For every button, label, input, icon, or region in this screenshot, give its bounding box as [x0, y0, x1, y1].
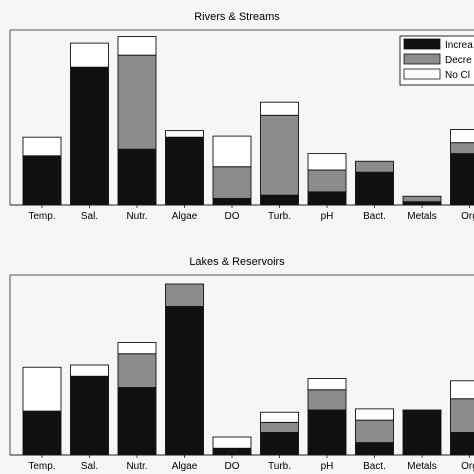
x-tick-label: Metals: [407, 211, 436, 222]
bar-bact-increa: [355, 171, 394, 206]
x-tick-label: Sal.: [81, 211, 98, 222]
bar-temp-increa: [22, 410, 62, 456]
bar-turb-increa: [260, 194, 299, 206]
x-tick-label: pH: [321, 211, 334, 222]
x-tick-label: Org: [461, 211, 474, 222]
legend-label: Decre: [445, 55, 472, 66]
bar-temp-increa: [22, 155, 62, 206]
bar-nutr-nocl: [117, 342, 157, 355]
x-tick-label: Turb.: [268, 461, 291, 472]
x-tick-label: Org: [461, 461, 474, 472]
x-tick-label: Bact.: [363, 211, 386, 222]
x-tick-label: Turb.: [268, 211, 291, 222]
legend-swatch: [403, 68, 441, 80]
bar-org-increa: [450, 153, 474, 206]
x-tick-label: Algae: [172, 211, 198, 222]
bar-do-nocl: [212, 135, 252, 168]
bar-ph-nocl: [307, 153, 347, 171]
bar-ph-increa: [307, 191, 347, 206]
bar-nutr-decre: [117, 54, 157, 150]
bar-algae-increa: [165, 306, 204, 456]
bar-sal-nocl: [70, 42, 109, 68]
bar-algae-nocl: [165, 130, 204, 138]
x-tick-label: Temp.: [28, 211, 55, 222]
bar-metals-decre: [402, 195, 442, 203]
bar-nutr-increa: [117, 387, 157, 456]
bar-org-increa: [450, 432, 474, 456]
bar-bact-nocl: [355, 408, 394, 421]
bar-do-decre: [212, 166, 252, 199]
x-tick-label: DO: [225, 461, 240, 472]
bar-org-nocl: [450, 129, 474, 144]
bar-turb-nocl: [260, 101, 299, 116]
bar-do-increa: [212, 447, 252, 456]
x-tick-label: DO: [225, 211, 240, 222]
bar-nutr-decre: [117, 353, 157, 388]
bar-org-decre: [450, 398, 474, 433]
x-tick-label: Algae: [172, 461, 198, 472]
legend-swatch: [403, 38, 441, 50]
bar-ph-decre: [307, 389, 347, 411]
bar-bact-decre: [355, 419, 394, 444]
bar-bact-increa: [355, 442, 394, 456]
bar-algae-increa: [165, 136, 204, 206]
bar-turb-decre: [260, 421, 299, 433]
bar-do-nocl: [212, 436, 252, 449]
bar-do-increa: [212, 197, 252, 206]
bar-ph-nocl: [307, 378, 347, 391]
bar-sal-increa: [70, 375, 109, 456]
legend-swatch: [403, 53, 441, 65]
bar-algae-decre: [165, 283, 204, 307]
chart-title: Lakes & Reservoirs: [189, 256, 285, 268]
bar-metals-increa: [402, 201, 442, 206]
bar-org-decre: [450, 142, 474, 155]
bar-bact-decre: [355, 160, 394, 173]
x-tick-label: Nutr.: [126, 211, 147, 222]
bar-turb-nocl: [260, 411, 299, 423]
chart-title: Rivers & Streams: [194, 11, 280, 23]
bar-metals-increa: [402, 409, 442, 456]
legend-label: Increa: [445, 40, 473, 51]
x-tick-label: Bact.: [363, 461, 386, 472]
bar-ph-decre: [307, 169, 347, 193]
bar-sal-increa: [70, 66, 109, 206]
bar-temp-nocl: [22, 136, 62, 157]
bar-ph-increa: [307, 409, 347, 456]
bar-sal-nocl: [70, 364, 109, 377]
x-tick-label: Metals: [407, 461, 436, 472]
bar-turb-decre: [260, 114, 299, 196]
legend-label: No Cl: [445, 70, 470, 81]
bar-temp-nocl: [22, 366, 62, 412]
bar-turb-increa: [260, 432, 299, 456]
x-tick-label: Temp.: [28, 461, 55, 472]
x-tick-label: Sal.: [81, 461, 98, 472]
x-tick-label: Nutr.: [126, 461, 147, 472]
bar-nutr-increa: [117, 148, 157, 206]
x-tick-label: pH: [321, 461, 334, 472]
bar-nutr-nocl: [117, 36, 157, 56]
bar-org-nocl: [450, 380, 474, 400]
